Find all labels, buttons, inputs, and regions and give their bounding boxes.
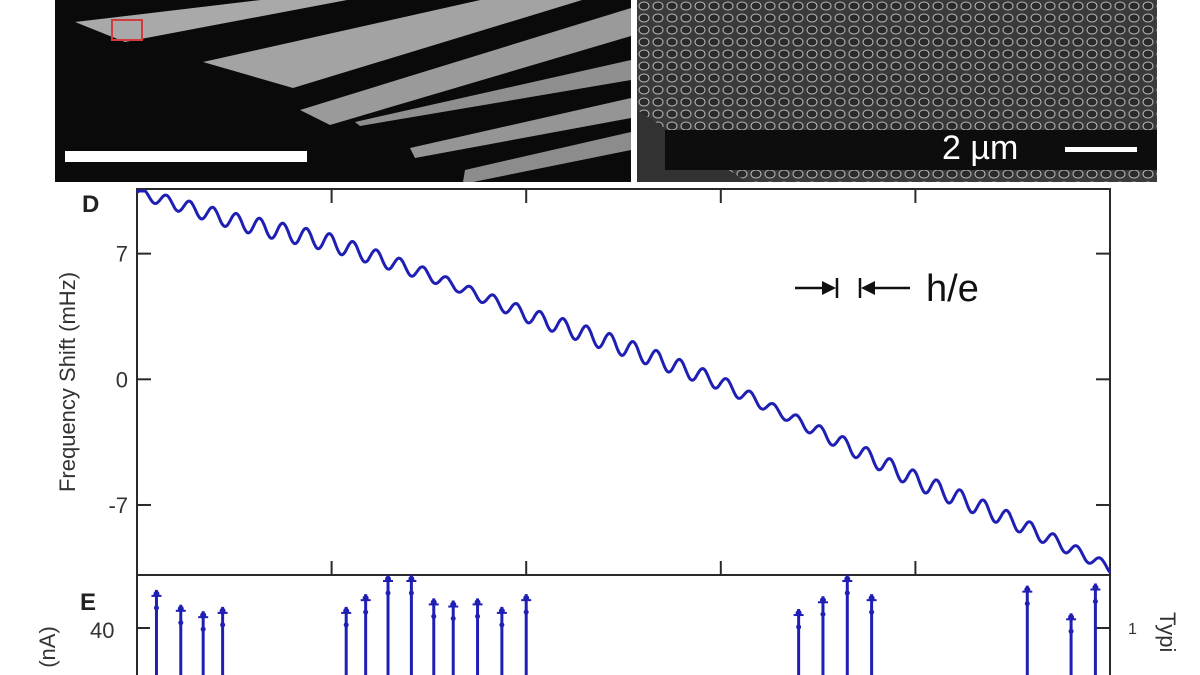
current-peak [1090,583,1101,675]
electrode-6 [463,132,631,182]
y-tick-label: 7 [116,242,128,267]
current-peak [793,609,804,675]
electrode-3 [300,8,631,125]
current-peak [448,600,459,675]
annotation-label: h/e [926,268,979,310]
y-tick-label: -7 [108,493,128,518]
electrode-1 [75,0,348,42]
current-peak [842,575,853,675]
current-peak [360,594,371,675]
e-ytick-label: 40 [90,618,114,643]
e-right-tick-label: 1 [1128,621,1137,638]
current-peak [175,604,186,675]
electrode-2 [203,0,583,88]
electrode-5 [410,98,631,158]
current-peak [496,606,507,675]
y-tick-label: 0 [116,367,128,392]
scale-bar [65,151,307,162]
current-peak [341,606,352,675]
sem-left-drawing [55,0,631,182]
current-peak [198,611,209,675]
frequency-shift-series [135,189,1112,574]
sem-right-scale-label: 2 µm [942,129,1019,167]
red-highlight-box [111,19,143,41]
electrode-4 [355,60,631,126]
arrow-left-head-icon [861,281,875,295]
current-peak [472,598,483,675]
current-peak [383,575,394,675]
sem-image-left [55,0,631,182]
sem-right-drawing [637,0,1157,182]
panel-label-e: E [80,589,96,616]
arrow-right-head-icon [822,281,836,295]
sem-image-right: 2 µm [637,0,1157,182]
y-axis-label: Frequency Shift (mHz) [55,272,80,492]
current-peak [151,589,162,675]
current-peak [1022,585,1033,675]
current-chart: E 40 (nA) 1 Typi [35,574,1180,675]
scale-bar [1065,147,1137,152]
current-peak [1066,613,1077,675]
current-peak [428,598,439,675]
h-over-e-annotation: h/e [795,268,979,310]
current-peak [817,596,828,675]
current-peak [866,594,877,675]
plot-frame [136,188,1111,576]
e-y-axis-label: (nA) [35,626,60,668]
current-peak [521,594,532,675]
e-right-axis-label: Typi [1155,612,1180,652]
panel-label-d: D [82,191,99,218]
current-peak [217,606,228,675]
current-peak [406,575,417,675]
frequency-shift-chart: D 7 0 -7 Frequency Shift (mHz) h/e [55,188,1112,576]
